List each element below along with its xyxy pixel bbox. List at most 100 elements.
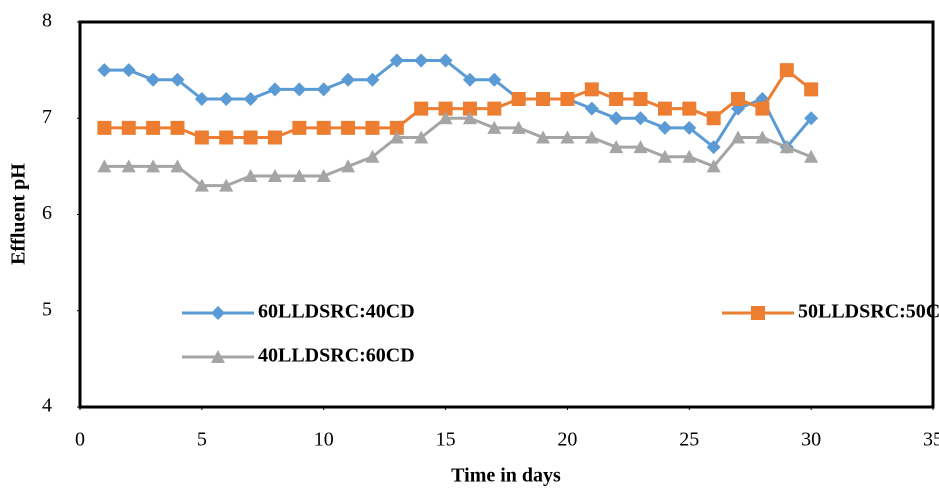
marker [97,63,112,78]
marker [121,120,136,135]
legend-marker [751,306,765,320]
marker [657,120,672,135]
marker [267,82,282,97]
marker [633,140,648,154]
marker [487,120,502,134]
marker [682,101,697,116]
marker [194,92,209,106]
marker [146,120,161,135]
marker [804,82,819,97]
marker [731,92,746,106]
marker [609,92,624,106]
marker [219,130,234,145]
legend-label: 50LLDSRC:50CD [798,301,939,323]
marker [633,92,648,106]
marker [292,120,307,135]
marker [316,169,331,182]
marker [170,159,185,173]
marker [584,82,599,97]
marker [804,149,819,163]
plot-frame [78,20,935,409]
marker [584,101,599,116]
legend-label: 40LLDSRC:60CD [258,345,415,367]
marker [487,101,502,116]
marker [121,159,136,173]
y-tick-label: 7 [42,106,52,128]
marker [146,159,161,173]
x-tick-label: 25 [679,429,699,451]
marker [292,82,307,97]
marker [438,101,453,116]
series-line [104,116,812,188]
y-tick-label: 4 [42,395,52,417]
marker [682,120,697,135]
marker [584,130,599,144]
marker [170,72,185,87]
marker [121,63,136,78]
marker [487,72,502,87]
marker [219,178,234,192]
marker [267,130,282,145]
marker [97,159,112,173]
marker [536,130,551,144]
marker [316,120,331,135]
marker [292,169,307,182]
marker [438,111,453,125]
marker [267,169,282,182]
x-tick-label: 20 [557,429,577,451]
marker [633,111,648,126]
series-line [104,67,813,139]
marker [682,149,697,163]
marker [316,82,331,97]
marker [560,92,575,106]
marker [779,140,794,154]
legend-marker [211,306,225,320]
marker [243,130,258,145]
marker [414,53,429,68]
marker [462,72,477,87]
x-tick-label: 35 [923,429,939,451]
x-tick-label: 5 [197,429,207,451]
marker [341,72,356,87]
marker [389,53,404,68]
y-axis-title: Effluent pH [8,163,30,265]
x-tick-label: 30 [801,429,821,451]
marker [365,120,380,135]
legend-label: 60LLDSRC:40CD [258,301,415,323]
marker [706,111,721,126]
marker [97,120,112,135]
legend-marker [211,350,225,363]
marker [414,130,429,144]
marker [706,140,721,155]
series-line [104,59,813,150]
marker [462,111,477,125]
marker [389,130,404,144]
marker [414,101,429,116]
marker [755,101,770,116]
x-axis-title: Time in days [451,465,561,487]
x-tick-label: 15 [436,429,456,451]
y-tick-label: 5 [42,298,52,320]
marker [243,92,258,106]
marker [243,169,258,182]
x-tick-label: 0 [75,429,85,451]
marker [511,120,526,134]
marker [511,92,526,106]
marker [706,159,721,173]
marker [194,178,209,192]
marker [657,101,672,116]
marker [657,149,672,163]
marker [341,120,356,135]
marker [731,130,746,144]
marker [219,92,234,106]
marker [365,149,380,163]
marker [341,159,356,173]
marker [779,63,794,78]
marker [438,53,453,68]
marker [560,130,575,144]
marker [194,130,209,145]
marker [462,101,477,116]
marker [365,72,380,87]
marker [170,120,185,135]
